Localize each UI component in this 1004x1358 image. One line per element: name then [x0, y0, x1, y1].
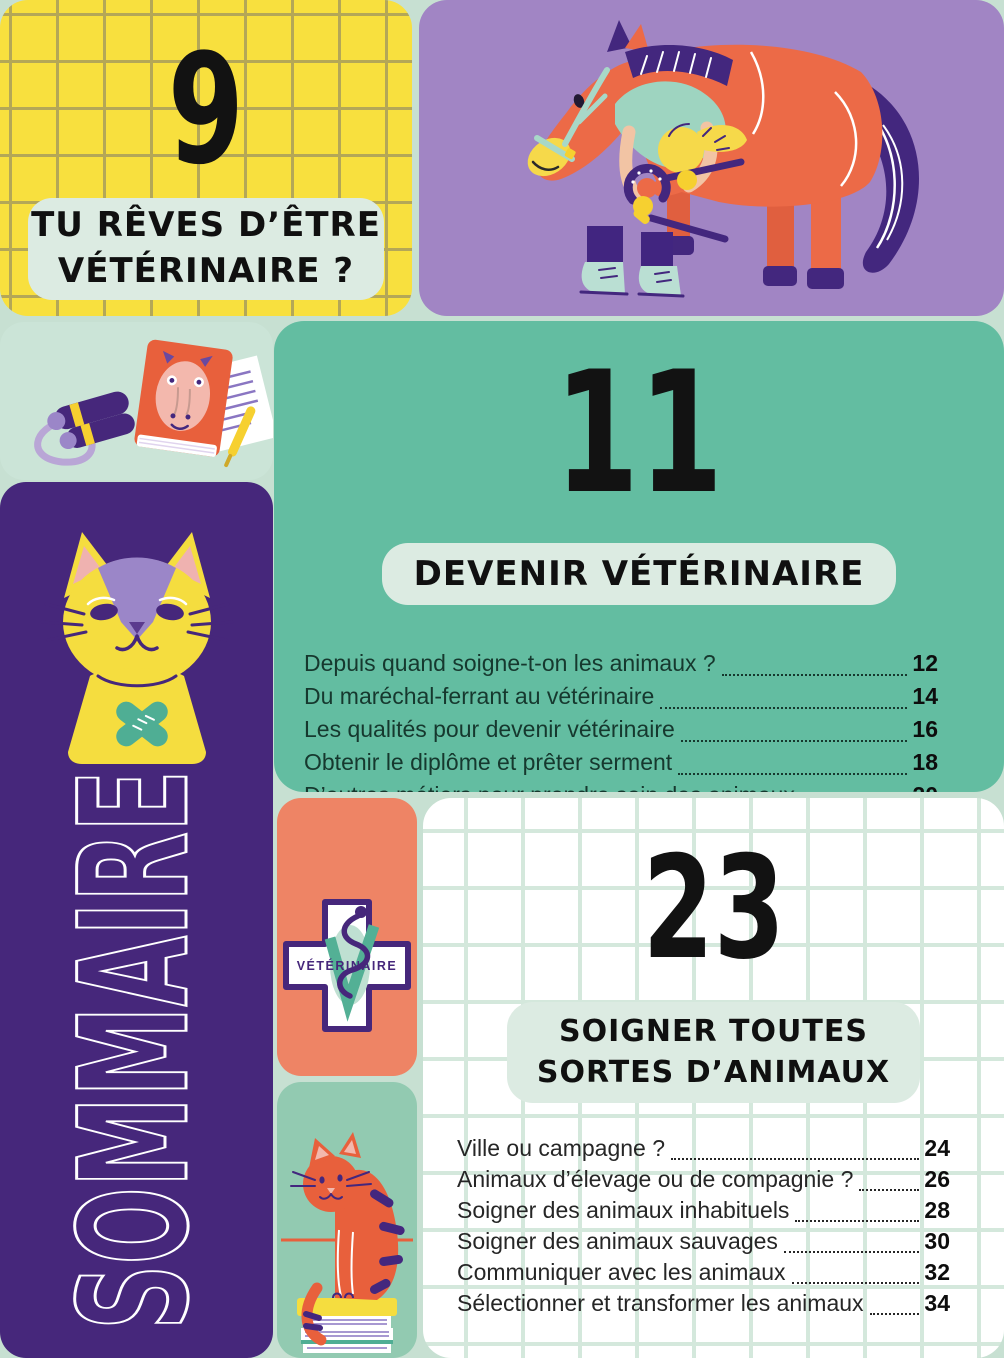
toc-entry-label: Communiquer avec les animaux: [457, 1259, 786, 1285]
sommaire-vertical-title: SOMMAIRE: [47, 769, 224, 1332]
sommaire-sidebar: SOMMAIRE: [0, 482, 273, 1358]
toc-entry: Animaux d’élevage ou de compagnie ? 26: [457, 1164, 950, 1195]
toc-entry-label: Ville ou campagne ?: [457, 1135, 665, 1161]
toc-entry-label: Obtenir le diplôme et prêter serment: [304, 749, 673, 775]
cat-books-card: [277, 1082, 417, 1358]
sidebar-title: SOMMAIRE: [48, 770, 222, 1330]
toc-entry-page: 14: [912, 683, 938, 709]
study-items-card: [0, 322, 273, 480]
toc-leader-dots: [721, 674, 908, 676]
yellow-cat-with-bandage-icon: [40, 532, 233, 764]
page-number-9: 9: [167, 21, 245, 198]
cat-sitting-on-books-icon: [281, 1132, 413, 1353]
toc-entry-label: Du maréchal-ferrant au vétérinaire: [304, 683, 655, 709]
toc-entry-page: 20: [912, 779, 938, 792]
toc-entry-page: 26: [924, 1166, 950, 1192]
veterinary-cross-icon: VÉTÉRINAIRE: [283, 899, 411, 1032]
title-line: SORTES D’ANIMAUX: [536, 1054, 891, 1090]
toc-entry: Ville ou campagne ? 24: [457, 1133, 950, 1164]
section-card-dream: 9 TU RÊVES D’ÊTRE VÉTÉRINAIRE ?: [0, 0, 412, 316]
toc-entry: Soigner des animaux sauvages 30: [457, 1226, 950, 1257]
toc-entry-label: Depuis quand soigne-t-on les animaux ?: [304, 650, 716, 676]
section-title-care: SOIGNER TOUTES SORTES D’ANIMAUX: [506, 1002, 921, 1103]
section-title-dream: TU RÊVES D’ÊTRE VÉTÉRINAIRE ?: [28, 198, 384, 300]
page-number-11: 11: [554, 335, 724, 531]
toc-entry: Soigner des animaux inhabituels 28: [457, 1195, 950, 1226]
section-title-become: DEVENIR VÉTÉRINAIRE: [381, 543, 897, 605]
toc-entry: Communiquer avec les animaux 32: [457, 1257, 950, 1288]
toc-entry-page: 16: [912, 716, 938, 742]
vet-cross-card: VÉTÉRINAIRE: [277, 798, 417, 1076]
toc-entry-label: Soigner des animaux sauvages: [457, 1228, 778, 1254]
toc-entry-page: 34: [924, 1290, 950, 1316]
toc-entry-label: Les qualités pour devenir vétérinaire: [304, 716, 675, 742]
toc-entry-label: Animaux d’élevage ou de compagnie ?: [457, 1166, 854, 1192]
toc-entry-label: D’autres métiers pour prendre soin des a…: [304, 779, 795, 792]
toc-leader-dots: [671, 1158, 920, 1160]
toc-entry-page: 28: [924, 1197, 950, 1223]
toc-entry: Sélectionner et transformer les animaux …: [457, 1288, 950, 1319]
toc-list-become: Depuis quand soigne-t-on les animaux ? 1…: [304, 647, 938, 792]
toc-leader-dots: [680, 740, 908, 742]
toc-list-care: Ville ou campagne ? 24 Animaux d’élevage…: [457, 1133, 950, 1319]
binoculars-notebook-paper-icon: [34, 339, 273, 468]
horse-illustration-card: [419, 0, 1004, 316]
title-line: SOIGNER TOUTES: [559, 1014, 868, 1049]
toc-entry: Obtenir le diplôme et prêter serment 18: [304, 746, 938, 779]
toc-entry: D’autres métiers pour prendre soin des a…: [304, 779, 938, 792]
title-line: VÉTÉRINAIRE ?: [57, 251, 355, 291]
toc-entry: Du maréchal-ferrant au vétérinaire 14: [304, 680, 938, 713]
toc-leader-dots: [869, 1313, 920, 1315]
section-card-become: 11 DEVENIR VÉTÉRINAIRE Depuis quand soig…: [274, 321, 1004, 792]
toc-entry-label: Soigner des animaux inhabituels: [457, 1197, 790, 1223]
toc-leader-dots: [791, 1282, 920, 1284]
title-line: TU RÊVES D’ÊTRE: [31, 205, 381, 246]
toc-leader-dots: [795, 1220, 920, 1222]
toc-entry: Depuis quand soigne-t-on les animaux ? 1…: [304, 647, 938, 680]
page-number-23: 23: [642, 826, 785, 991]
toc-entry-page: 30: [924, 1228, 950, 1254]
toc-entry: Les qualités pour devenir vétérinaire 16: [304, 713, 938, 746]
toc-leader-dots: [660, 707, 908, 709]
toc-entry-page: 24: [924, 1135, 950, 1161]
toc-leader-dots: [783, 1251, 920, 1253]
toc-entry-page: 12: [912, 650, 938, 676]
toc-leader-dots: [678, 773, 908, 775]
farrier-shoeing-horse-icon: [527, 20, 920, 298]
section-card-care: 23 SOIGNER TOUTES SORTES D’ANIMAUX Ville…: [423, 798, 1004, 1358]
vet-cross-label: VÉTÉRINAIRE: [297, 958, 398, 973]
toc-leader-dots: [859, 1189, 920, 1191]
toc-entry-label: Sélectionner et transformer les animaux: [457, 1290, 864, 1316]
toc-entry-page: 32: [924, 1259, 950, 1285]
toc-entry-page: 18: [912, 749, 938, 775]
